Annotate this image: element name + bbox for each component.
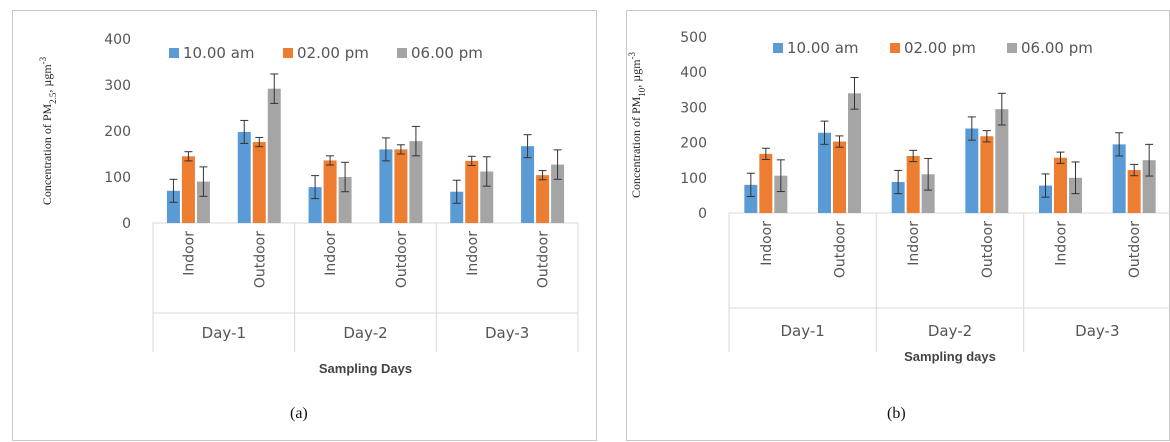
bar	[338, 177, 352, 223]
category-label: Outdoor	[252, 231, 268, 288]
bar	[480, 171, 494, 223]
group-label: Day-1	[202, 324, 246, 342]
category-label: Outdoor	[394, 231, 410, 288]
y-tick-label: 100	[104, 170, 131, 186]
legend-swatch	[283, 48, 293, 58]
legend-label: 02.00 pm	[904, 39, 976, 57]
bar	[848, 93, 861, 213]
legend-swatch	[1007, 43, 1017, 53]
bar	[891, 182, 905, 213]
bar	[521, 146, 535, 223]
legend-swatch	[773, 43, 783, 53]
bar	[995, 109, 1009, 213]
category-label: Indoor	[759, 221, 775, 266]
y-tick-label: 0	[698, 206, 707, 222]
bar	[196, 181, 210, 223]
bar	[921, 174, 935, 213]
x-axis-label: Sampling Days	[319, 361, 412, 376]
legend-label: 10.00 am	[183, 44, 255, 62]
y-tick-label: 400	[680, 65, 707, 81]
bar	[774, 175, 788, 213]
category-label: Indoor	[181, 231, 197, 276]
bar	[906, 155, 920, 213]
chart-panel-a: 0 100 200 300 400 Concentration of PM2.5, µgm…	[12, 10, 597, 441]
bar	[323, 160, 337, 223]
y-tick-label: 100	[680, 171, 707, 187]
bar	[1142, 160, 1156, 213]
bar	[465, 160, 479, 223]
y-tick-label: 200	[104, 124, 131, 140]
bar	[1127, 170, 1141, 213]
bar	[237, 131, 251, 223]
bar	[759, 153, 773, 213]
bar	[833, 141, 846, 213]
y-axis-label: Concentration of PM2.5, µgm-3	[38, 56, 58, 205]
bar	[818, 132, 831, 213]
legend-swatch	[169, 48, 179, 58]
panel-label-a: (a)	[290, 405, 308, 422]
pm25-chart: 0 100 200 300 400 Concentration of PM2.5, µgm…	[38, 32, 579, 376]
category-label: Indoor	[906, 221, 922, 266]
legend-swatch	[890, 43, 900, 53]
y-axis-label: Concentration of PM10, µgm-3	[627, 51, 647, 198]
chart-panel-b: 0 100 200 300 400 500 Concentration of PM10, µ…	[626, 10, 1170, 441]
bar	[181, 156, 195, 223]
category-label: Outdoor	[1127, 221, 1143, 278]
bar	[1069, 177, 1082, 213]
category-label: Indoor	[1054, 221, 1070, 266]
bar	[1039, 185, 1052, 213]
category-label: Outdoor	[536, 231, 552, 288]
y-tick-label: 300	[104, 78, 131, 94]
bar	[252, 142, 266, 223]
bar	[536, 175, 550, 223]
legend-label: 10.00 am	[787, 39, 859, 57]
bar	[267, 88, 281, 224]
bar	[394, 149, 408, 223]
category-label: Indoor	[465, 231, 481, 276]
bar	[744, 184, 758, 213]
bar	[450, 191, 464, 223]
category-label: Outdoor	[833, 221, 849, 278]
bar	[308, 187, 322, 223]
bar	[379, 149, 393, 223]
legend-label: 06.00 pm	[1021, 39, 1093, 57]
category-label: Outdoor	[980, 221, 996, 278]
group-label: Day-2	[343, 324, 387, 342]
y-tick-label: 500	[680, 30, 707, 46]
legend-swatch	[397, 48, 407, 58]
pm10-chart: 0 100 200 300 400 500 Concentration of PM10, µ…	[627, 30, 1170, 364]
y-tick-label: 300	[680, 100, 707, 116]
group-label: Day-2	[928, 322, 972, 340]
panel-label-b: (b)	[887, 405, 906, 422]
group-label: Day-3	[485, 324, 529, 342]
group-label: Day-3	[1075, 322, 1119, 340]
x-axis-label: Sampling days	[904, 349, 996, 364]
bar	[409, 141, 423, 223]
bar	[980, 136, 994, 213]
bar	[965, 128, 979, 213]
legend-label: 06.00 pm	[411, 44, 483, 62]
category-label: Indoor	[323, 231, 339, 276]
y-tick-label: 0	[122, 216, 131, 232]
bar	[166, 190, 180, 223]
bar	[1112, 144, 1126, 213]
bar	[1054, 157, 1067, 213]
y-tick-label: 200	[680, 136, 707, 152]
group-label: Day-1	[781, 322, 825, 340]
y-tick-label: 400	[104, 32, 131, 48]
legend-label: 02.00 pm	[297, 44, 369, 62]
